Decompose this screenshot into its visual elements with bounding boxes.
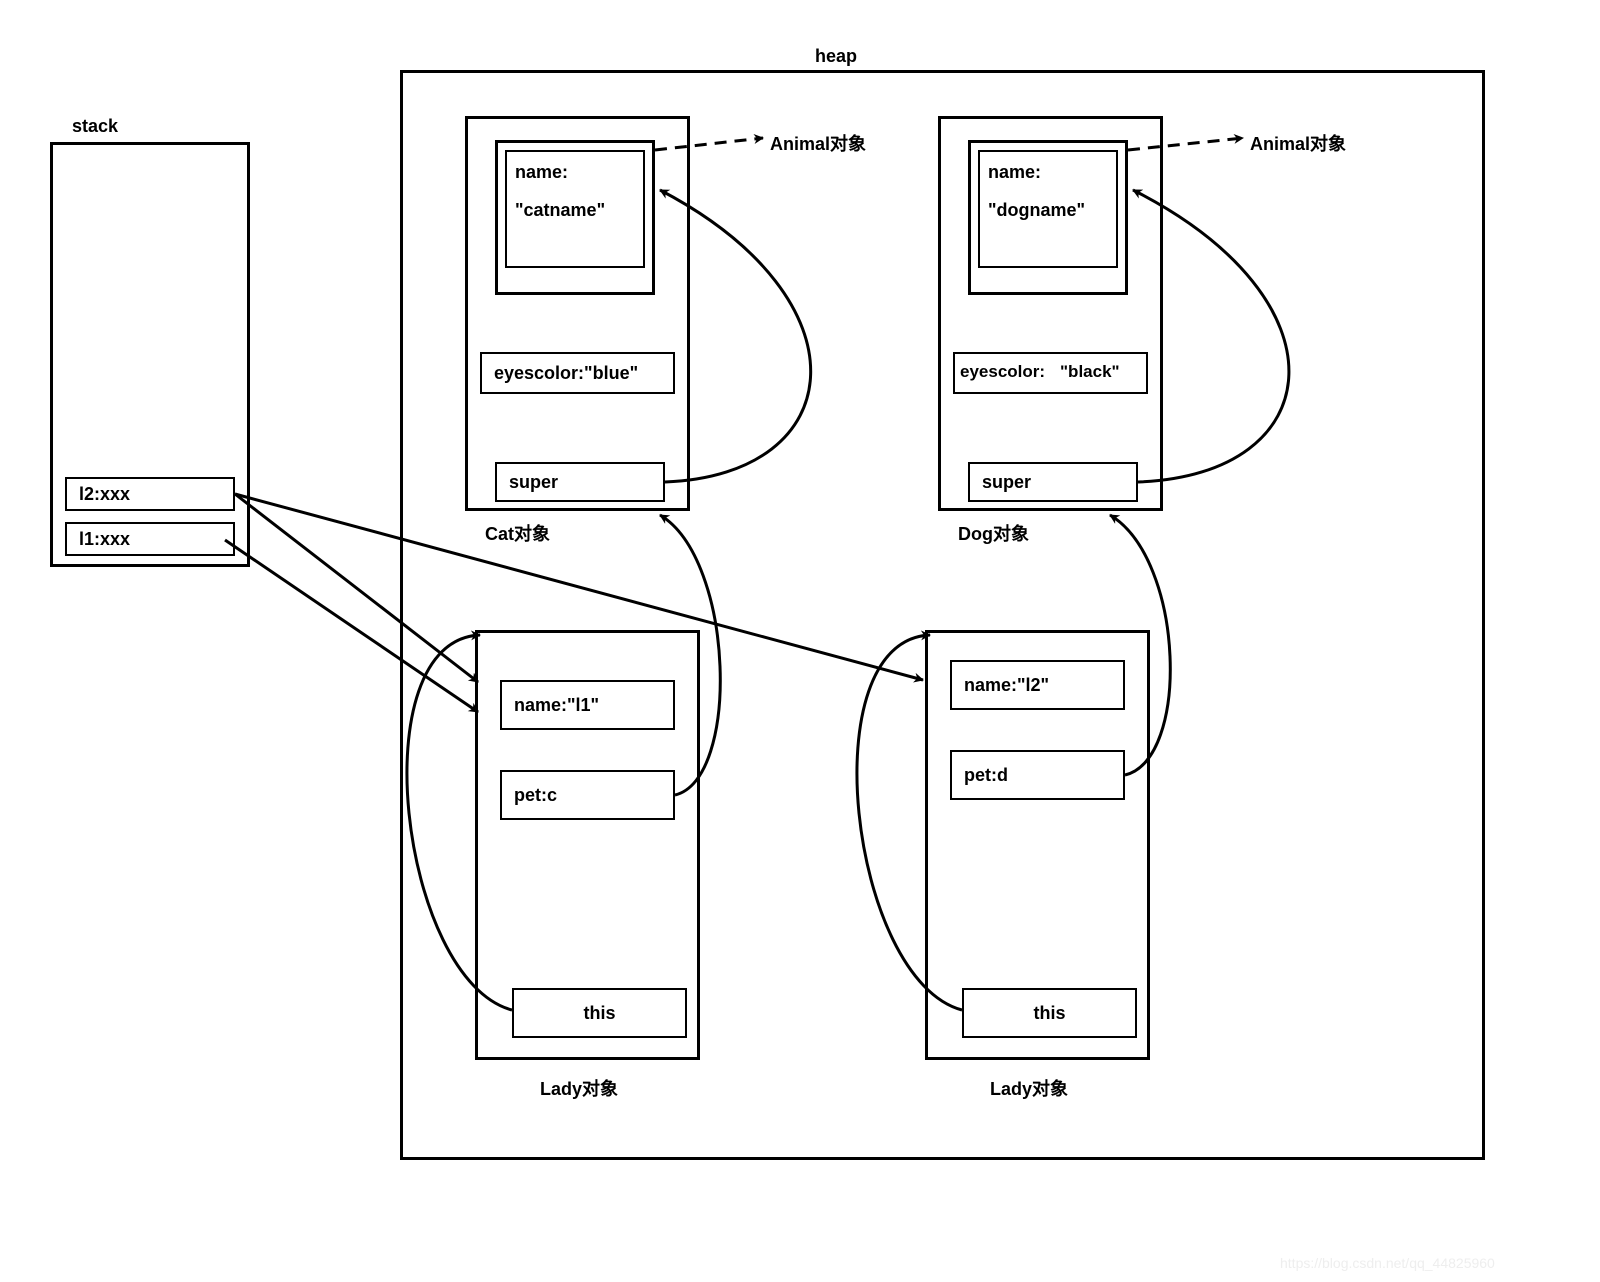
lady2-this: this: [962, 988, 1137, 1038]
lady1-pet: pet:c: [500, 770, 675, 820]
dog-obj-label: Dog对象: [958, 520, 1029, 546]
animal2-label: Animal对象: [1250, 130, 1346, 156]
cat-obj-label: Cat对象: [485, 520, 550, 546]
cat-eyes: eyescolor:"blue": [480, 352, 675, 394]
lady1-name: name:"l1": [500, 680, 675, 730]
lady1-label: Lady对象: [540, 1075, 618, 1101]
lady2-label: Lady对象: [990, 1075, 1068, 1101]
dog-name-txt2: "dogname": [988, 200, 1085, 221]
dog-name-txt1: name:: [988, 162, 1041, 183]
stack-l2: l2:xxx: [65, 477, 235, 511]
lady2-pet: pet:d: [950, 750, 1125, 800]
animal1-label: Animal对象: [770, 130, 866, 156]
dog-eyes-txt2: "black": [1060, 362, 1120, 382]
lady2-name: name:"l2": [950, 660, 1125, 710]
dog-super: super: [968, 462, 1138, 502]
lady1-this: this: [512, 988, 687, 1038]
stack-l1: l1:xxx: [65, 522, 235, 556]
stack-label: stack: [72, 116, 118, 137]
diagram-canvas: stack l2:xxx l1:xxx heap name: "catname"…: [0, 0, 1600, 1282]
cat-name-txt2: "catname": [515, 200, 605, 221]
cat-super: super: [495, 462, 665, 502]
watermark: https://blog.csdn.net/qq_44825960: [1280, 1255, 1495, 1271]
dog-eyes-txt1: eyescolor:: [960, 362, 1045, 382]
heap-label: heap: [815, 46, 857, 67]
cat-name-txt1: name:: [515, 162, 568, 183]
